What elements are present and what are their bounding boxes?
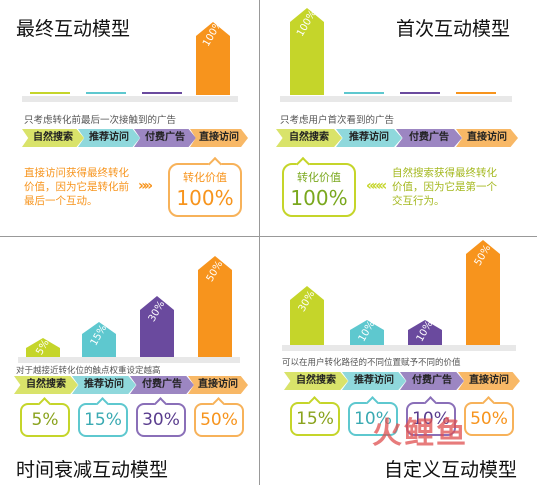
bar-direct: 100%	[196, 18, 230, 95]
baseline	[18, 357, 240, 363]
value-organic: 15%	[296, 409, 334, 429]
chevron-organic: 自然搜索	[284, 372, 348, 390]
note-line-3: 交互行为。	[392, 195, 445, 207]
value-referral: 15%	[84, 410, 122, 430]
bar-paid: 30%	[140, 296, 174, 358]
custom-description: 可以在用户转化路径的不同位置赋予不同的价值	[282, 358, 461, 368]
note-line-3: 最后一个互动。	[24, 195, 98, 207]
bar-direct: 50%	[198, 256, 232, 358]
bar-referral-flat	[86, 92, 126, 94]
chevron-direct: 直接访问	[188, 376, 248, 394]
baseline	[280, 96, 512, 102]
chevron-paid: 付费广告	[396, 129, 462, 147]
channel-chevrons: 自然搜索 推荐访问 付费广告 直接访问	[22, 129, 248, 147]
time-decay-description: 对于越接近转化位的触点权重设定越高	[16, 366, 161, 376]
bar-paid-flat	[142, 92, 182, 94]
value-referral: 10%	[354, 409, 392, 429]
value-box-direct: 50%	[464, 396, 514, 436]
value-box-referral: 15%	[78, 397, 128, 437]
conversion-value-title: 转化价值	[297, 171, 341, 184]
chevron-referral: 推荐访问	[72, 376, 136, 394]
value-box-organic: 5%	[20, 397, 70, 437]
note-line-1: 直接访问获得最终转化	[24, 167, 129, 179]
bar-organic: 100%	[290, 8, 324, 95]
horizontal-divider	[0, 236, 537, 237]
first-interaction-note: 自然搜索获得最终转化 价值，因为它是第一个 交互行为。	[392, 166, 497, 208]
chevron-referral: 推荐访问	[342, 372, 406, 390]
chevron-direct: 直接访问	[458, 372, 520, 390]
bar-direct: 50%	[466, 240, 500, 346]
chevron-paid: 付费广告	[134, 129, 196, 147]
value-direct: 50%	[200, 410, 238, 430]
time-decay-title: 时间衰减互动模型	[16, 459, 169, 481]
arrows-left-icon: «««	[366, 178, 387, 194]
chevron-paid: 付费广告	[130, 376, 194, 394]
first-interaction-title: 首次互动模型	[396, 18, 511, 40]
value-box-referral: 10%	[348, 396, 398, 436]
channel-chevrons: 自然搜索 推荐访问 付费广告 直接访问	[276, 129, 518, 147]
value-direct: 50%	[470, 409, 508, 429]
bar-referral-flat	[344, 92, 384, 94]
last-interaction-title: 最终互动模型	[16, 18, 131, 40]
chevron-direct: 直接访问	[190, 129, 248, 147]
note-line-2: 价值，因为它是转化前	[24, 181, 129, 193]
conversion-value-title: 转化价值	[183, 171, 227, 184]
value-box-paid: 30%	[136, 397, 186, 437]
bar-organic: 5%	[26, 338, 60, 358]
custom-title: 自定义互动模型	[384, 459, 518, 481]
chevron-organic: 自然搜索	[276, 129, 342, 147]
baseline	[282, 345, 516, 351]
chevron-paid: 付费广告	[400, 372, 464, 390]
chevron-organic: 自然搜索	[22, 129, 84, 147]
baseline	[22, 96, 238, 102]
bar-referral: 15%	[82, 322, 116, 358]
conversion-value: 100%	[290, 186, 348, 210]
bar-organic: 30%	[290, 286, 324, 346]
value-organic: 5%	[31, 410, 59, 430]
value-box-direct: 50%	[194, 397, 244, 437]
value-box-paid: 10%	[406, 396, 456, 436]
conversion-value-box: 转化价值 100%	[168, 156, 242, 217]
last-interaction-note: 直接访问获得最终转化 价值，因为它是转化前 最后一个互动。	[24, 166, 129, 208]
chevron-organic: 自然搜索	[14, 376, 78, 394]
chevron-referral: 推荐访问	[78, 129, 140, 147]
bar-paid: 10%	[408, 319, 442, 346]
value-paid: 10%	[412, 409, 450, 429]
note-line-1: 自然搜索获得最终转化	[392, 167, 497, 179]
note-line-2: 价值，因为它是第一个	[392, 181, 497, 193]
chevron-direct: 直接访问	[456, 129, 518, 147]
value-paid: 30%	[142, 410, 180, 430]
conversion-value-box: 转化价值 100%	[282, 156, 356, 217]
first-interaction-description: 只考虑用户首次看到的广告	[280, 115, 395, 126]
conversion-value: 100%	[176, 186, 234, 210]
last-interaction-description: 只考虑转化前最后一次接触到的广告	[24, 115, 177, 126]
vertical-divider	[259, 0, 260, 485]
bar-referral: 10%	[350, 319, 384, 346]
channel-chevrons: 自然搜索 推荐访问 付费广告 直接访问	[14, 376, 248, 394]
bar-direct-flat	[456, 92, 496, 94]
watermark-logo: 火鲤鱼	[372, 416, 468, 451]
arrows-right-icon: »»	[138, 178, 153, 194]
bar-organic-flat	[30, 92, 70, 94]
bar-paid-flat	[400, 92, 440, 94]
channel-chevrons: 自然搜索 推荐访问 付费广告 直接访问	[284, 372, 524, 390]
chevron-referral: 推荐访问	[336, 129, 402, 147]
value-box-organic: 15%	[290, 396, 340, 436]
